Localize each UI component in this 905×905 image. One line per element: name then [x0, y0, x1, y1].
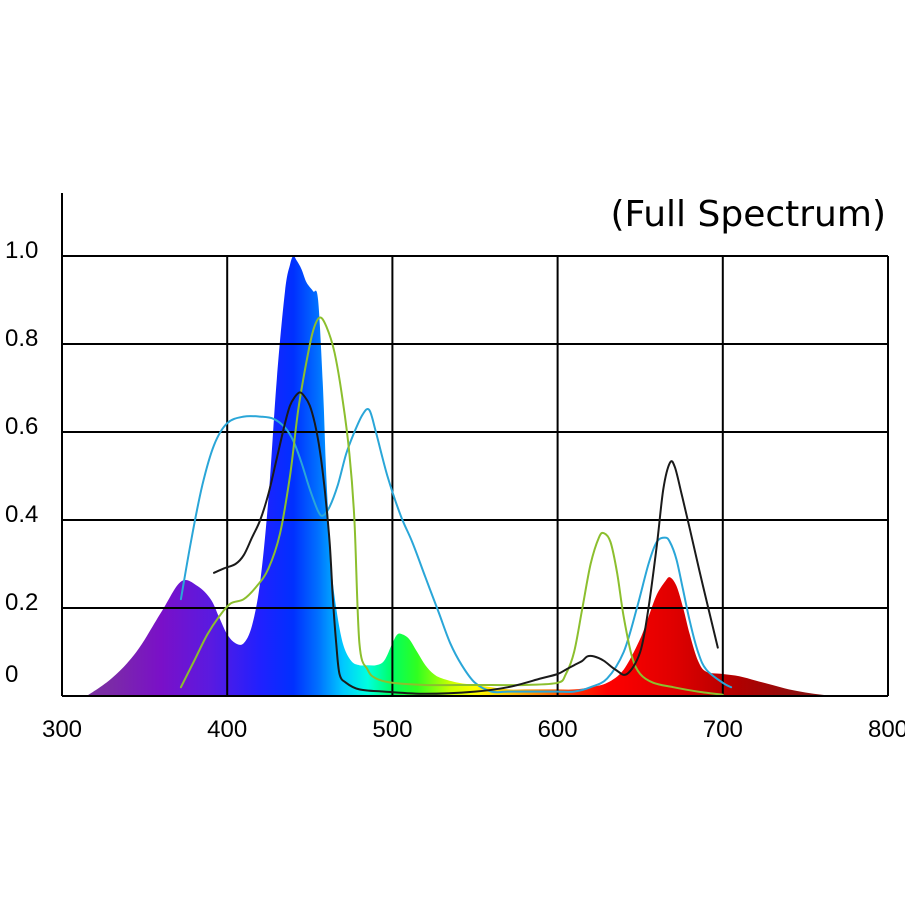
x-tick-label-300: 300 [42, 716, 82, 743]
tick-labels: 300 400 500 600 700 800 0 0.2 0.4 0.6 0.8 1.0 [5, 237, 905, 743]
y-tick-label-0-8: 0.8 [5, 325, 38, 352]
y-tick-label-0-4: 0.4 [5, 501, 38, 528]
y-tick-label-0-2: 0.2 [5, 589, 38, 616]
x-tick-label-500: 500 [372, 716, 412, 743]
series-line-2 [213, 391, 719, 695]
x-tick-label-700: 700 [703, 716, 743, 743]
x-tick-label-800: 800 [868, 716, 905, 743]
spectrum-area [86, 255, 839, 697]
x-tick-label-400: 400 [207, 716, 247, 743]
y-tick-label-0-6: 0.6 [5, 413, 38, 440]
chart-title: (Full Spectrum) [610, 194, 886, 235]
series-line-0 [179, 407, 733, 694]
x-tick-label-600: 600 [538, 716, 578, 743]
grid [62, 255, 889, 696]
spectrum-fill-0 [86, 255, 839, 697]
y-tick-label-0: 0 [5, 661, 18, 688]
axes [61, 193, 888, 697]
series-line-1 [179, 316, 724, 696]
series-lines [179, 316, 733, 696]
y-tick-label-1-0: 1.0 [5, 237, 38, 264]
